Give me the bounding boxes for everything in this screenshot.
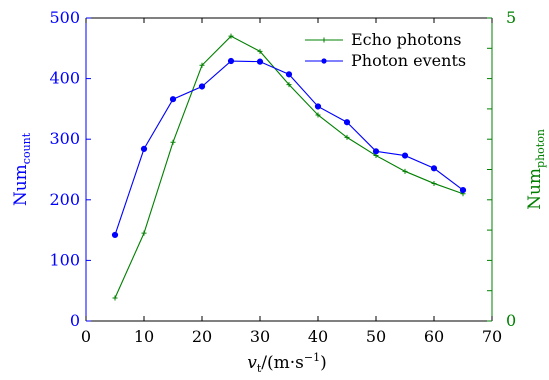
data-point <box>430 165 438 172</box>
legend-item: Echo photons <box>305 30 461 49</box>
data-point <box>343 119 351 126</box>
data-point <box>459 187 467 194</box>
tick-marks <box>85 17 493 322</box>
y-right-axis-title: Numphoton <box>525 129 547 210</box>
y-left-tick-label: 300 <box>49 129 80 148</box>
x-tick-label: 0 <box>81 327 91 346</box>
data-point <box>402 168 408 174</box>
data-point <box>198 83 206 90</box>
y-left-axis-title: Numcount <box>11 132 33 206</box>
data-point <box>314 103 322 110</box>
legend-label: Echo photons <box>351 30 461 49</box>
data-point <box>141 230 147 236</box>
legend-item: Photon events <box>305 51 466 70</box>
data-point <box>112 295 118 301</box>
y-left-tick-label: 100 <box>49 250 80 269</box>
data-point <box>256 58 264 65</box>
legend-label: Photon events <box>351 51 466 70</box>
series-photon-events <box>111 57 467 239</box>
y-right-tick-label: 0 <box>506 311 516 330</box>
data-point <box>315 112 321 118</box>
axes-frame <box>85 17 493 322</box>
data-point <box>285 71 293 78</box>
x-tick-label: 10 <box>134 327 154 346</box>
legend-marker <box>321 58 327 64</box>
y-right-tick-label: 5 <box>506 8 516 27</box>
data-series <box>111 33 467 301</box>
data-point <box>140 145 148 152</box>
series-echo-photons <box>112 33 466 301</box>
data-point <box>111 231 119 239</box>
x-tick-label: 60 <box>424 327 444 346</box>
x-tick-label: 70 <box>482 327 502 346</box>
y-left-tick-label: 0 <box>70 311 80 330</box>
legend: Echo photons Photon events <box>305 30 466 70</box>
y-left-tick-label: 400 <box>49 69 80 88</box>
x-tick-label: 30 <box>250 327 270 346</box>
x-axis-title: vt/(m·s−1) <box>247 351 327 375</box>
y-left-tick-label: 200 <box>49 190 80 209</box>
data-point <box>431 180 437 186</box>
data-point <box>372 148 380 155</box>
legend-marker <box>321 37 327 43</box>
data-point <box>344 134 350 140</box>
x-tick-label: 50 <box>366 327 386 346</box>
x-tick-label: 40 <box>308 327 328 346</box>
data-point <box>401 152 409 159</box>
data-point <box>286 82 292 88</box>
y-left-tick-label: 500 <box>49 8 80 27</box>
axis-titles: vt/(m·s−1) Numcount Numphoton <box>11 129 547 375</box>
data-point <box>257 48 263 54</box>
data-point <box>228 33 234 39</box>
data-point <box>199 62 205 68</box>
data-point <box>227 57 235 65</box>
x-tick-label: 20 <box>192 327 212 346</box>
data-point <box>170 139 176 145</box>
data-point <box>169 96 177 103</box>
